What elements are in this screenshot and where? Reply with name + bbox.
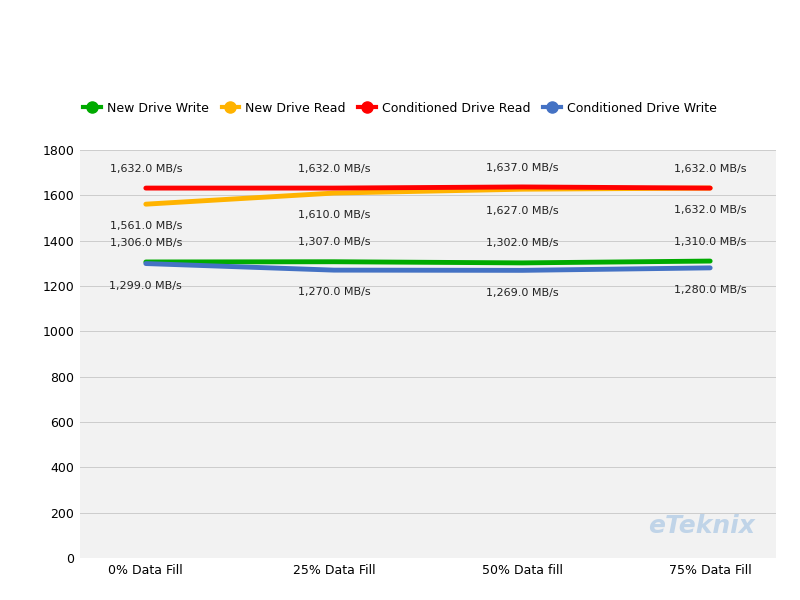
Legend: New Drive Write, New Drive Read, Conditioned Drive Read, Conditioned Drive Write: New Drive Write, New Drive Read, Conditi… bbox=[78, 97, 722, 119]
Text: 1,307.0 MB/s: 1,307.0 MB/s bbox=[298, 238, 370, 247]
Text: 1,632.0 MB/s: 1,632.0 MB/s bbox=[110, 164, 182, 173]
Text: 1,610.0 MB/s: 1,610.0 MB/s bbox=[298, 210, 370, 220]
Text: 1,270.0 MB/s: 1,270.0 MB/s bbox=[298, 287, 370, 298]
Text: 1,302.0 MB/s: 1,302.0 MB/s bbox=[486, 238, 558, 248]
Text: eTeknix: eTeknix bbox=[648, 514, 755, 538]
Text: 1,637.0 MB/s: 1,637.0 MB/s bbox=[486, 163, 558, 173]
Text: CrystalDiskMark - Sequential Read / Write Performance (Higher Is Better): CrystalDiskMark - Sequential Read / Writ… bbox=[171, 55, 629, 67]
Text: 1,269.0 MB/s: 1,269.0 MB/s bbox=[486, 287, 558, 298]
Text: 1,299.0 MB/s: 1,299.0 MB/s bbox=[110, 281, 182, 291]
Text: 1,632.0 MB/s: 1,632.0 MB/s bbox=[674, 205, 746, 215]
Text: 1,632.0 MB/s: 1,632.0 MB/s bbox=[674, 164, 746, 173]
Text: 1,627.0 MB/s: 1,627.0 MB/s bbox=[486, 206, 558, 217]
Text: 1,310.0 MB/s: 1,310.0 MB/s bbox=[674, 236, 746, 247]
Text: 1,561.0 MB/s: 1,561.0 MB/s bbox=[110, 221, 182, 232]
Text: 1,632.0 MB/s: 1,632.0 MB/s bbox=[298, 164, 370, 173]
Text: 1,280.0 MB/s: 1,280.0 MB/s bbox=[674, 285, 746, 295]
Text: Intel SSD 750 Series PCIe NVMe - 1.2TB: Intel SSD 750 Series PCIe NVMe - 1.2TB bbox=[152, 20, 648, 40]
Text: 1,306.0 MB/s: 1,306.0 MB/s bbox=[110, 238, 182, 248]
